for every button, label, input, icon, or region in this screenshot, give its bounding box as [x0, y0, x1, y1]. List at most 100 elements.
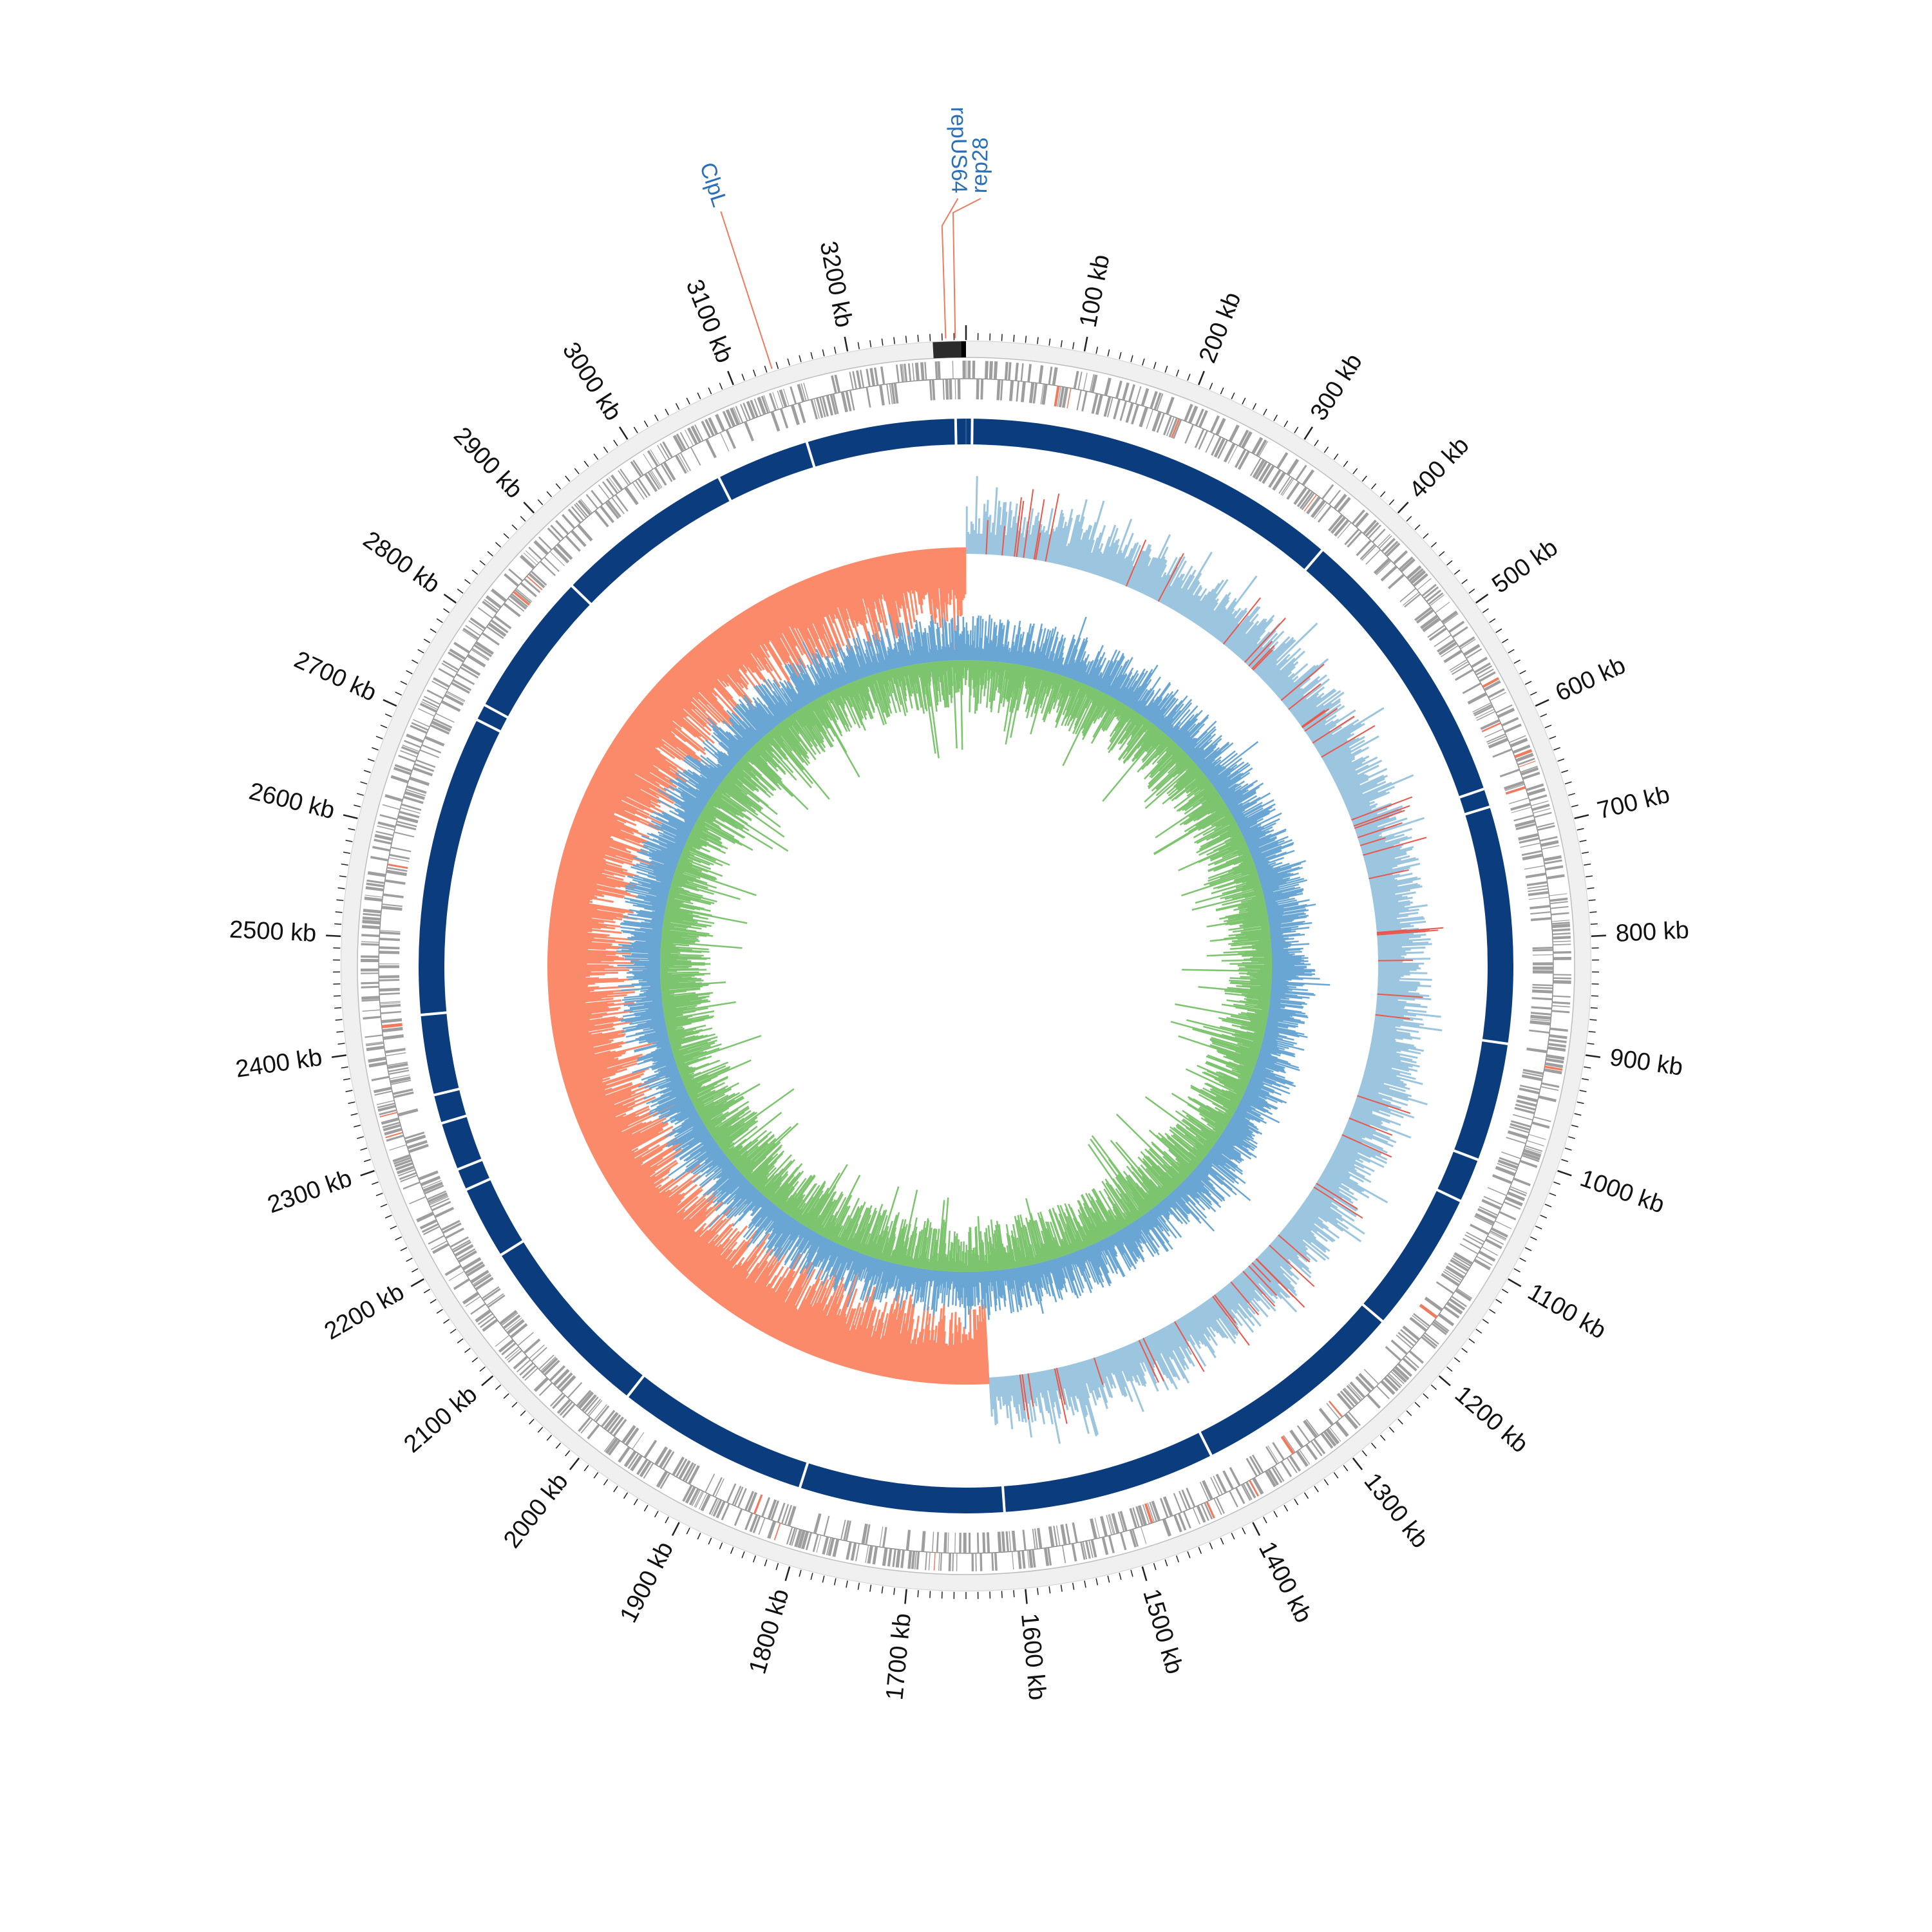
- gene-feature: [1058, 386, 1065, 408]
- scale-tick: [1273, 1510, 1278, 1518]
- gc-content-bar: [1262, 881, 1287, 889]
- gc-skew-bar: [588, 783, 622, 801]
- gc-content-bar: [1141, 1216, 1151, 1231]
- gene-feature: [608, 477, 620, 492]
- gc-skew-bar: [1264, 647, 1302, 683]
- gc-skew-bar: [682, 1240, 715, 1276]
- gene-feature: [1255, 439, 1267, 457]
- gc-content-bar-inner: [1235, 1067, 1253, 1075]
- gc-skew-bar: [1231, 1280, 1260, 1312]
- gc-skew-bar: [1108, 1352, 1126, 1397]
- gc-skew-bar: [1361, 836, 1412, 853]
- gc-content-bar: [1061, 638, 1075, 676]
- gene-feature: [377, 825, 395, 831]
- gc-skew-bar: [945, 547, 950, 594]
- gene-feature: [387, 1063, 408, 1070]
- scale-tick: [1220, 1537, 1224, 1545]
- gc-skew-bar: [814, 575, 835, 624]
- gc-skew-bar: [916, 1329, 925, 1382]
- gc-skew-bar: [696, 645, 728, 684]
- gene-feature: [1337, 497, 1351, 513]
- gc-skew-bar: [1324, 739, 1365, 764]
- gene-feature: [565, 535, 581, 552]
- gene-feature: [384, 879, 406, 885]
- gc-content-bar: [1271, 968, 1315, 971]
- gc-skew-bar: [1095, 536, 1111, 576]
- scale-tick: [565, 1450, 571, 1457]
- gc-skew-spike: [1280, 663, 1325, 701]
- gene-feature: [394, 764, 413, 772]
- gc-content-bar-inner: [1137, 720, 1150, 737]
- gc-content-bar: [1269, 919, 1294, 925]
- gc-skew-bar: [1155, 574, 1171, 601]
- gc-content-bar: [1204, 1157, 1213, 1165]
- gc-skew-bar: [596, 1127, 663, 1164]
- gc-content-bar-inner: [1077, 683, 1085, 699]
- gc-content-bar-inner: [1075, 686, 1092, 719]
- gc-skew-bar: [578, 1102, 636, 1128]
- gc-content-bar-inner: [980, 660, 983, 685]
- gc-skew-bar: [825, 571, 851, 639]
- gene-feature: [1552, 1001, 1571, 1005]
- gc-content-bar: [1254, 849, 1295, 866]
- gc-skew-bar: [1258, 639, 1296, 677]
- gc-content-bar: [1118, 675, 1135, 702]
- gc-skew-bar: [920, 1324, 929, 1383]
- gc-skew-bar: [813, 1296, 838, 1357]
- gc-skew-bar: [897, 1298, 913, 1379]
- gc-content-bar-inner: [1157, 1185, 1168, 1197]
- gc-content-bar-inner: [1053, 676, 1064, 703]
- contig-gap: [498, 1238, 526, 1258]
- gc-skew-bar: [598, 764, 659, 799]
- gene-feature: [690, 446, 701, 466]
- gc-content-bar-inner: [1242, 881, 1261, 888]
- gc-content-bar: [1176, 1186, 1208, 1219]
- gc-content-bar: [1231, 1117, 1259, 1134]
- gc-skew-bar: [568, 1084, 607, 1099]
- gc-content-bar-inner: [1179, 1162, 1191, 1175]
- gene-feature: [605, 501, 620, 520]
- gene-feature: [1460, 638, 1476, 650]
- gc-content-bar: [1180, 730, 1200, 750]
- gc-content-bar-inner: [1239, 902, 1265, 909]
- gene-feature: [878, 384, 885, 406]
- gc-content-bar-inner: [1140, 1187, 1157, 1207]
- gc-content-bar-inner: [1191, 891, 1264, 911]
- gc-content-bar-inner: [1242, 851, 1251, 856]
- gc-content-bar: [1212, 761, 1245, 786]
- gc-skew-bar: [583, 1105, 650, 1137]
- gene-feature: [1365, 522, 1379, 537]
- gene-feature: [389, 853, 410, 860]
- gc-skew-bar: [1269, 1244, 1291, 1264]
- gene-feature: [1546, 1054, 1565, 1061]
- gc-content-bar: [1213, 762, 1249, 788]
- gc-content-bar: [1152, 708, 1166, 724]
- gc-skew-bar: [1345, 1126, 1373, 1141]
- scale-tick: [1446, 560, 1453, 566]
- gc-content-bar-inner: [1220, 887, 1262, 900]
- scale-tick: [1564, 1147, 1572, 1151]
- gc-skew-bar: [714, 630, 747, 674]
- gene-feature: [386, 1134, 404, 1142]
- gene-feature: [1448, 1298, 1466, 1311]
- gc-content-bar: [1213, 776, 1228, 788]
- gc-skew-bar: [1370, 876, 1418, 888]
- gc-content-bar-inner: [1131, 1191, 1148, 1213]
- gc-skew-spike: [1001, 526, 1006, 556]
- gene-feature: [605, 1437, 619, 1454]
- gc-skew-bar: [1007, 527, 1012, 556]
- gc-skew-bar: [1182, 1316, 1201, 1345]
- gc-skew-spike: [1312, 715, 1355, 744]
- gc-content-bar-inner: [1193, 779, 1210, 793]
- gc-skew-bar: [726, 1242, 775, 1311]
- gc-skew-bar: [1341, 777, 1385, 799]
- gene-feature: [421, 1223, 439, 1233]
- gc-content-bar: [1241, 1097, 1269, 1112]
- gc-skew-bar: [1359, 828, 1412, 846]
- gc-skew-bar: [1296, 689, 1337, 721]
- gc-content-bar: [1097, 649, 1118, 690]
- gene-feature: [1280, 1435, 1295, 1455]
- gene-feature: [1499, 1157, 1519, 1166]
- gc-skew-bar: [943, 1343, 948, 1385]
- gc-skew-bar: [861, 1336, 873, 1372]
